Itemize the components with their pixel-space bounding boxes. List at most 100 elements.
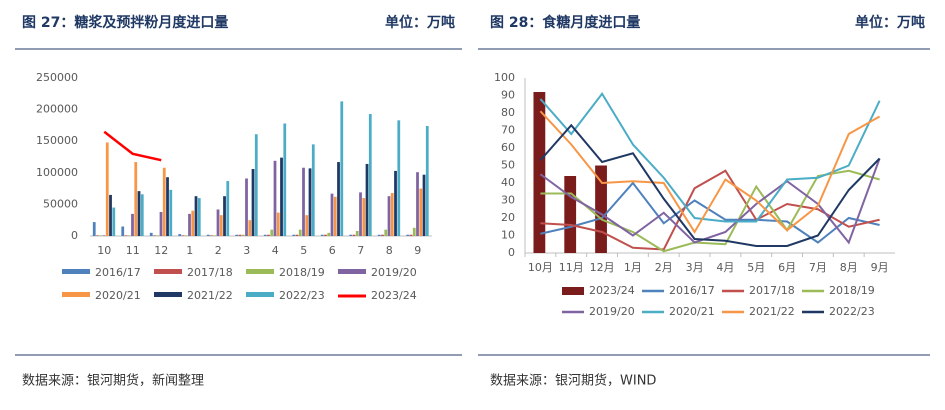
bar (159, 211, 163, 236)
bar (308, 168, 312, 236)
legend-label: 2021/22 (187, 289, 233, 302)
x-tick-label: 5月 (747, 261, 765, 274)
bar (131, 213, 134, 236)
bar (533, 92, 546, 253)
bar (406, 234, 410, 236)
bar (419, 188, 423, 236)
bar (302, 167, 305, 236)
y-tick-label: 80 (501, 106, 515, 119)
legend-label: 2016/17 (669, 284, 715, 297)
source-note: 数据来源：银河期货，新闻整理 (22, 373, 204, 389)
bar (137, 191, 141, 236)
bar (127, 235, 131, 236)
bar (397, 120, 401, 236)
bar (99, 235, 103, 236)
y-tick-label: 90 (501, 89, 515, 102)
y-tick-label: 30 (501, 194, 515, 207)
bar (333, 196, 337, 236)
x-tick-label: 4 (272, 244, 279, 257)
bar (425, 126, 429, 236)
bar (210, 235, 213, 236)
bar (197, 198, 201, 236)
line (539, 123, 881, 247)
bar (280, 157, 283, 236)
bar (241, 234, 245, 236)
y-tick-label: 50000 (43, 197, 78, 210)
x-tick-label: 4月 (716, 261, 734, 274)
bar (390, 193, 394, 236)
x-tick-label: 10月 (528, 261, 553, 274)
y-tick-label: 60 (501, 141, 515, 154)
bar (223, 196, 226, 236)
bar (267, 234, 270, 236)
legend-swatch (246, 269, 274, 274)
y-tick-label: 200000 (36, 103, 78, 116)
legend-label: 2017/18 (749, 284, 795, 297)
line (540, 169, 880, 251)
x-tick-label: 3月 (686, 261, 704, 274)
source-note: 数据来源：银河期货，WIND (490, 373, 656, 389)
legend-label: 2019/20 (589, 305, 635, 318)
bar (216, 209, 220, 236)
bar (102, 235, 106, 236)
x-tick-label: 1月 (624, 261, 642, 274)
bar (270, 229, 274, 236)
bar (245, 178, 248, 236)
x-tick-label: 7 (357, 244, 364, 257)
y-tick-label: 100000 (36, 166, 78, 179)
y-tick-label: 70 (501, 124, 515, 137)
bar (283, 123, 287, 236)
x-tick-label: 10 (97, 244, 111, 257)
bar (194, 196, 198, 236)
bar (162, 167, 166, 236)
legend-label: 2020/21 (95, 289, 141, 302)
y-tick-label: 100 (494, 71, 515, 84)
x-tick-label: 6月 (778, 261, 796, 274)
x-tick-label: 12 (154, 244, 168, 257)
legend-swatch (62, 269, 90, 274)
y-tick-label: 10 (501, 229, 515, 242)
x-tick-label: 2 (215, 244, 222, 257)
legend-label: 2018/19 (279, 266, 325, 279)
unit-label: 单位：万吨 (385, 14, 455, 31)
line (539, 110, 881, 234)
bar (416, 172, 419, 236)
bar (362, 198, 366, 236)
bar (352, 234, 356, 236)
legend-label: 2016/17 (95, 266, 141, 279)
legend-swatch (154, 292, 182, 297)
bar (206, 234, 210, 236)
unit-label: 单位：万吨 (855, 14, 925, 31)
bar (394, 170, 397, 236)
bar (330, 193, 334, 236)
line (539, 91, 881, 223)
line (103, 130, 162, 162)
bar (340, 101, 344, 236)
bar (96, 235, 99, 236)
bar (121, 226, 125, 236)
chart-title: 图 27：糖浆及预拌粉月度进口量 (22, 14, 228, 31)
bar (409, 234, 413, 236)
bar (238, 234, 242, 236)
legend-label: 2022/23 (279, 289, 325, 302)
x-tick-label: 7月 (809, 261, 827, 274)
bar (365, 163, 369, 236)
legend-swatch (154, 269, 182, 274)
x-tick-label: 5 (300, 244, 307, 257)
bar (251, 169, 255, 236)
bar (92, 222, 96, 236)
bar (248, 220, 252, 236)
bar (368, 114, 372, 236)
y-tick-label: 0 (71, 229, 78, 242)
y-tick-label: 50 (501, 159, 515, 172)
bar (140, 194, 144, 236)
bar (327, 232, 331, 236)
bar (156, 235, 160, 236)
bar (149, 232, 153, 236)
x-tick-label: 2月 (655, 261, 673, 274)
bar (381, 234, 384, 236)
y-tick-label: 0 (508, 246, 515, 259)
bar (153, 235, 156, 236)
line (540, 181, 880, 244)
